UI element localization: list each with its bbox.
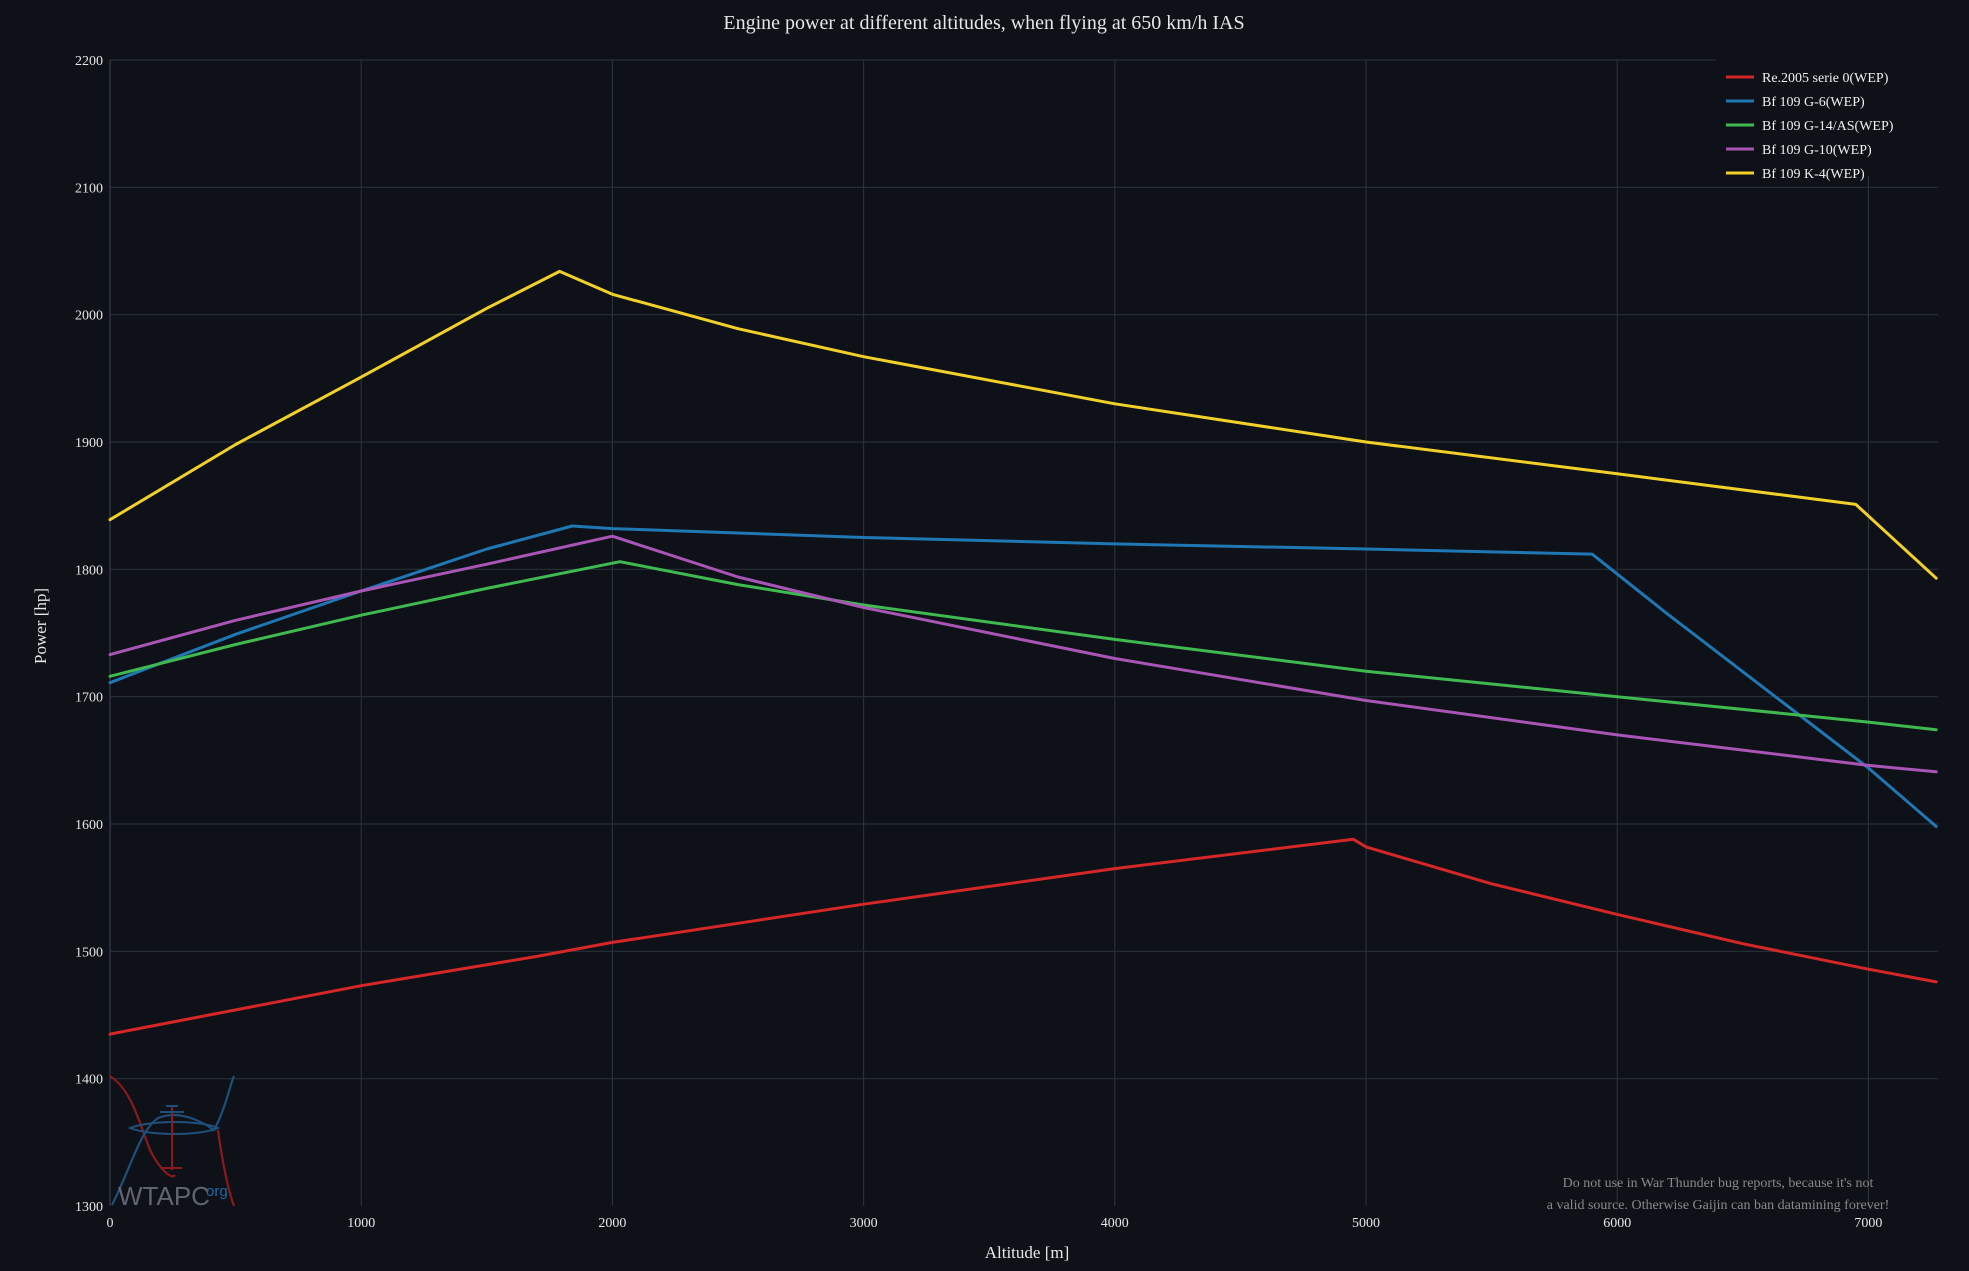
series-line	[108, 560, 1938, 732]
legend-label: Bf 109 G-10(WEP)	[1762, 143, 1872, 158]
y-tick-label: 1900	[75, 436, 103, 451]
legend: Re.2005 serie 0(WEP) Bf 109 G-6(WEP) Bf 10…	[1716, 46, 1944, 182]
x-tick-label: 0	[107, 1216, 114, 1231]
y-tick-label: 2100	[75, 181, 103, 196]
x-tick-label: 1000	[347, 1216, 375, 1231]
logo-plane-nose	[160, 1105, 184, 1113]
datamining-note-line1: Do not use in War Thunder bug reports, b…	[1563, 1176, 1874, 1191]
series-line	[108, 837, 1938, 1036]
legend-label: Re.2005 serie 0(WEP)	[1762, 71, 1889, 86]
x-tick-label: 7000	[1854, 1216, 1882, 1231]
legend-label: Bf 109 G-14/AS(WEP)	[1762, 119, 1894, 134]
logo-blue-curve	[111, 1075, 236, 1206]
logo-red-curve-right	[216, 1129, 236, 1207]
legend-label: Bf 109 G-6(WEP)	[1762, 95, 1865, 110]
legend-background	[1716, 46, 1944, 176]
y-tick-label: 1800	[75, 563, 103, 578]
y-tick-label: 1700	[75, 691, 103, 706]
chart-title: Engine power at different altitudes, whe…	[723, 12, 1244, 34]
x-axis-title: Altitude [m]	[985, 1243, 1070, 1262]
logo-text: WTAPC	[118, 1181, 210, 1211]
grid-layer	[109, 59, 1938, 1206]
logo-suffix: org	[206, 1183, 228, 1200]
series-line	[108, 269, 1938, 580]
y-tick-label: 1500	[75, 945, 103, 960]
legend-label: Bf 109 K-4(WEP)	[1762, 167, 1865, 182]
tick-labels: 0 1000 2000 3000 4000 5000 6000 7000 1300 1400 150…	[75, 54, 1882, 1231]
y-tick-label: 2000	[75, 309, 103, 324]
x-tick-label: 6000	[1603, 1216, 1631, 1231]
logo-red-curve-left	[109, 1075, 176, 1178]
x-tick-label: 5000	[1352, 1216, 1380, 1231]
x-tick-label: 3000	[850, 1216, 878, 1231]
datamining-note-line2: a valid source. Otherwise Gaijin can ban…	[1547, 1198, 1889, 1213]
x-tick-label: 4000	[1101, 1216, 1129, 1231]
y-tick-label: 2200	[75, 54, 103, 69]
logo-plane-wing	[127, 1121, 221, 1135]
series-layer	[108, 269, 1938, 1036]
series-line	[108, 534, 1938, 774]
wtapc-logo: WTAPC org	[109, 1075, 236, 1211]
y-tick-label: 1400	[75, 1073, 103, 1088]
x-tick-label: 2000	[598, 1216, 626, 1231]
y-tick-label: 1600	[75, 818, 103, 833]
y-axis-title: Power [hp]	[31, 588, 50, 664]
y-tick-label: 1300	[75, 1200, 103, 1215]
